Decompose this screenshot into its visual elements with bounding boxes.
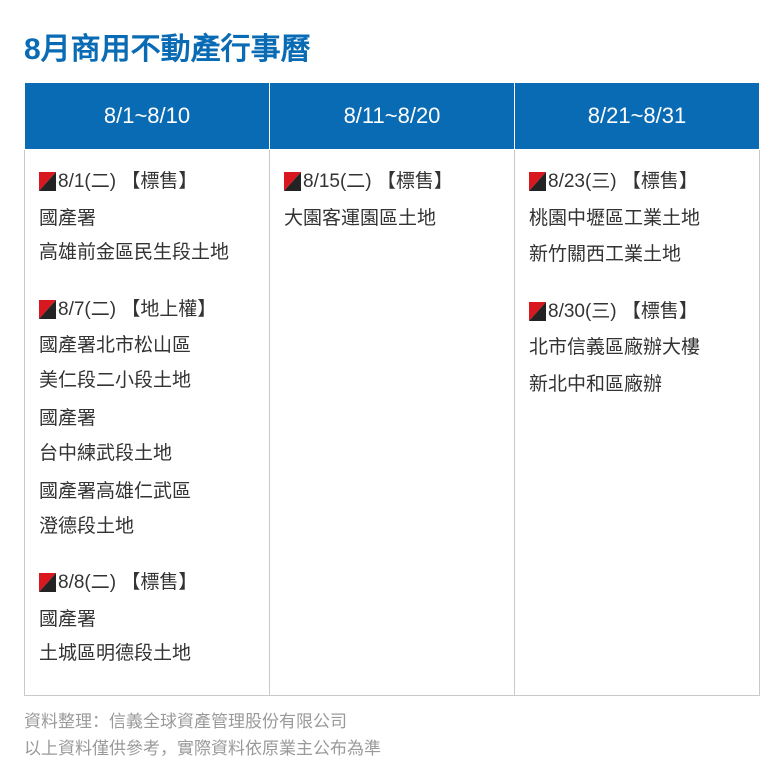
event-type: 【標售】: [377, 171, 453, 192]
flag-icon: [284, 172, 301, 191]
col-header-2: 8/21~8/31: [515, 83, 760, 150]
event-detail: 新北中和區廠辦: [529, 371, 745, 400]
flag-icon: [529, 172, 546, 191]
calendar-event: 8/15(二) 【標售】大園客運園區土地: [284, 168, 500, 233]
event-date: 8/8(二): [58, 572, 116, 593]
event-date: 8/15(二): [303, 171, 372, 192]
body-row: 8/1(二) 【標售】國產署高雄前金區民生段土地8/7(二) 【地上權】國產署北…: [25, 150, 760, 696]
event-detail: 高雄前金區民生段土地: [39, 239, 255, 268]
event-type: 【標售】: [121, 572, 197, 593]
footer-line: 資料整理：信義全球資產管理股份有限公司: [24, 708, 760, 735]
event-detail: 土城區明德段土地: [39, 640, 255, 669]
calendar-event: 8/1(二) 【標售】國產署高雄前金區民生段土地: [39, 168, 255, 268]
flag-icon: [39, 300, 56, 319]
event-type: 【地上權】: [121, 299, 216, 320]
page-title: 8月商用不動產行事曆: [24, 24, 760, 68]
event-date: 8/23(三): [548, 171, 617, 192]
footer: 資料整理：信義全球資產管理股份有限公司以上資料僅供參考，實際資料依原業主公布為準: [24, 708, 760, 762]
calendar-event: 8/23(三) 【標售】桃園中壢區工業土地新竹關西工業土地: [529, 168, 745, 270]
event-date: 8/7(二): [58, 299, 116, 320]
event-header: 8/30(三) 【標售】: [529, 298, 745, 327]
event-header: 8/23(三) 【標售】: [529, 168, 745, 197]
flag-icon: [39, 172, 56, 191]
event-detail: 美仁段二小段土地: [39, 367, 255, 396]
event-detail: 台中練武段土地: [39, 440, 255, 469]
flag-icon: [39, 573, 56, 592]
calendar-event: 8/8(二) 【標售】國產署土城區明德段土地: [39, 569, 255, 669]
event-type: 【標售】: [622, 171, 698, 192]
event-date: 8/1(二): [58, 171, 116, 192]
event-date: 8/30(三): [548, 301, 617, 322]
event-header: 8/7(二) 【地上權】: [39, 296, 255, 325]
event-detail: 國產署: [39, 405, 255, 434]
calendar-table: 8/1~8/10 8/11~8/20 8/21~8/31 8/1(二) 【標售】…: [24, 82, 760, 696]
cell-0: 8/1(二) 【標售】國產署高雄前金區民生段土地8/7(二) 【地上權】國產署北…: [25, 150, 270, 696]
cell-2: 8/23(三) 【標售】桃園中壢區工業土地新竹關西工業土地8/30(三) 【標售…: [515, 150, 760, 696]
col-header-1: 8/11~8/20: [270, 83, 515, 150]
footer-line: 以上資料僅供參考，實際資料依原業主公布為準: [24, 735, 760, 762]
col-header-0: 8/1~8/10: [25, 83, 270, 150]
event-header: 8/8(二) 【標售】: [39, 569, 255, 598]
event-detail: 大園客運園區土地: [284, 205, 500, 234]
calendar-event: 8/30(三) 【標售】北市信義區廠辦大樓新北中和區廠辦: [529, 298, 745, 400]
calendar-event: 8/7(二) 【地上權】國產署北市松山區美仁段二小段土地國產署台中練武段土地國產…: [39, 296, 255, 542]
flag-icon: [529, 302, 546, 321]
event-detail: 國產署: [39, 606, 255, 635]
event-header: 8/15(二) 【標售】: [284, 168, 500, 197]
event-detail: 國產署北市松山區: [39, 332, 255, 361]
event-detail: 澄德段土地: [39, 513, 255, 542]
event-header: 8/1(二) 【標售】: [39, 168, 255, 197]
event-type: 【標售】: [622, 301, 698, 322]
event-detail: 桃園中壢區工業土地: [529, 205, 745, 234]
cell-1: 8/15(二) 【標售】大園客運園區土地: [270, 150, 515, 696]
header-row: 8/1~8/10 8/11~8/20 8/21~8/31: [25, 83, 760, 150]
event-detail: 北市信義區廠辦大樓: [529, 334, 745, 363]
event-detail: 國產署高雄仁武區: [39, 478, 255, 507]
event-detail: 國產署: [39, 205, 255, 234]
event-type: 【標售】: [121, 171, 197, 192]
event-detail: 新竹關西工業土地: [529, 241, 745, 270]
